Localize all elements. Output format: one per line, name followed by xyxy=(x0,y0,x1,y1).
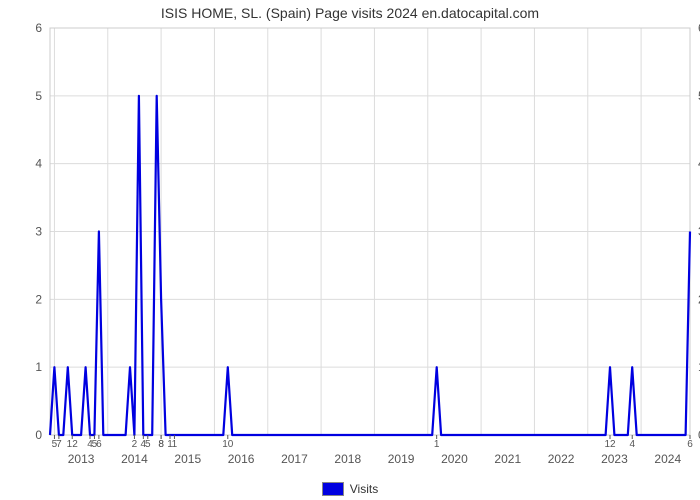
svg-text:3: 3 xyxy=(35,225,42,239)
legend-label: Visits xyxy=(350,482,378,496)
svg-text:7: 7 xyxy=(56,439,62,450)
svg-text:2018: 2018 xyxy=(334,452,361,466)
svg-text:2013: 2013 xyxy=(68,452,95,466)
svg-text:2014: 2014 xyxy=(121,452,148,466)
legend-swatch xyxy=(322,482,344,496)
svg-text:6: 6 xyxy=(687,439,693,450)
chart-container: ISIS HOME, SL. (Spain) Page visits 2024 … xyxy=(0,0,700,500)
svg-text:4: 4 xyxy=(629,439,635,450)
svg-text:2017: 2017 xyxy=(281,452,308,466)
svg-text:5: 5 xyxy=(35,89,42,103)
svg-text:2020: 2020 xyxy=(441,452,468,466)
svg-text:1: 1 xyxy=(172,439,178,450)
svg-text:2: 2 xyxy=(132,439,138,450)
svg-text:12: 12 xyxy=(67,439,79,450)
svg-text:10: 10 xyxy=(222,439,234,450)
svg-text:0: 0 xyxy=(35,428,42,442)
svg-text:5: 5 xyxy=(145,439,151,450)
svg-text:1: 1 xyxy=(35,360,42,374)
svg-text:2: 2 xyxy=(35,292,42,306)
svg-text:2023: 2023 xyxy=(601,452,628,466)
svg-text:2024: 2024 xyxy=(654,452,681,466)
svg-text:2015: 2015 xyxy=(174,452,201,466)
svg-text:2019: 2019 xyxy=(388,452,415,466)
svg-text:4: 4 xyxy=(35,157,42,171)
chart-svg: 0011223344556657124562458811101124620132… xyxy=(0,0,700,500)
svg-text:6: 6 xyxy=(35,21,42,35)
svg-text:8: 8 xyxy=(158,439,164,450)
svg-text:2021: 2021 xyxy=(494,452,521,466)
svg-text:6: 6 xyxy=(96,439,102,450)
svg-text:2022: 2022 xyxy=(548,452,575,466)
chart-title: ISIS HOME, SL. (Spain) Page visits 2024 … xyxy=(0,5,700,21)
svg-text:12: 12 xyxy=(604,439,616,450)
chart-legend: Visits xyxy=(0,482,700,496)
svg-text:1: 1 xyxy=(434,439,440,450)
svg-text:2016: 2016 xyxy=(228,452,255,466)
